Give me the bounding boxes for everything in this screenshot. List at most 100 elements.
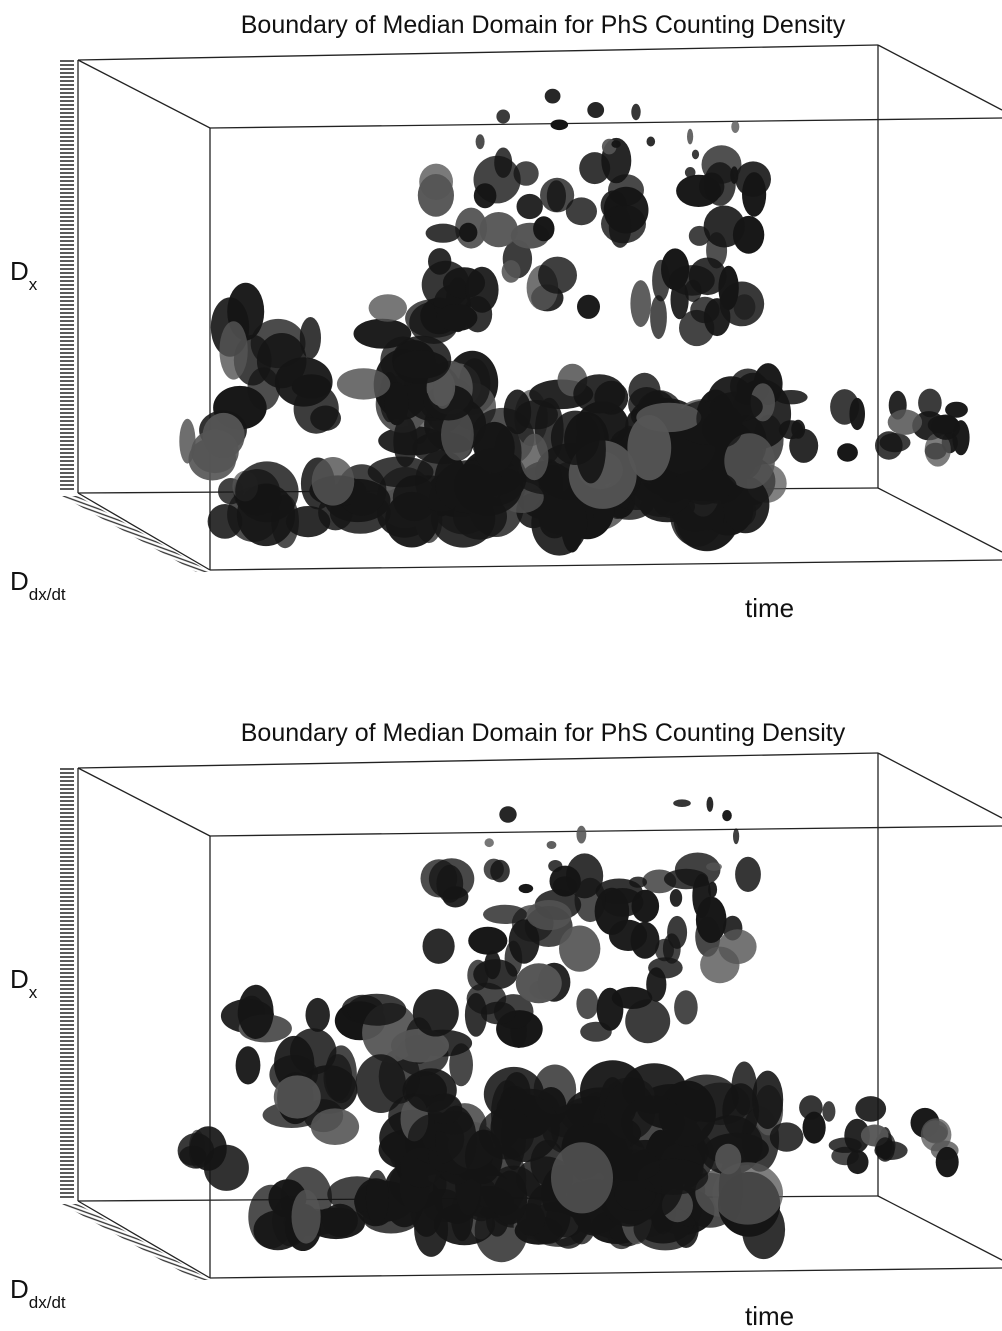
isosurface-blob: [483, 904, 528, 924]
isosurface-blob: [621, 1095, 685, 1150]
isosurface-blob: [355, 1054, 406, 1113]
isosurface-blob: [855, 1096, 887, 1122]
isosurface-blob: [931, 414, 961, 440]
isosurface-blob: [544, 88, 561, 104]
isosurface-blob: [550, 410, 600, 465]
isosurface-blob: [922, 1120, 949, 1144]
isosurface-blob: [715, 1143, 742, 1175]
panel: Boundary of Median Domain for PhS Counti…: [10, 11, 1002, 623]
isosurface-blob: [646, 136, 656, 147]
isosurface-blob: [474, 421, 515, 474]
isosurface-blob: [526, 900, 572, 931]
isosurface-blob: [724, 433, 775, 489]
isosurface-blob: [577, 294, 600, 319]
isosurface-blob: [499, 806, 517, 823]
isosurface-blob: [475, 134, 485, 150]
isosurface-blob: [464, 993, 488, 1037]
isosurface-blob: [496, 109, 511, 124]
isosurface-blob: [696, 400, 726, 437]
isosurface-blob: [735, 856, 761, 892]
label-main: D: [10, 1274, 29, 1304]
isosurface-blob: [428, 1093, 463, 1124]
isosurface-blob: [752, 1070, 784, 1129]
isosurface-blob: [879, 433, 911, 453]
isosurface-blob: [722, 810, 732, 822]
isosurface-blob: [299, 317, 321, 359]
isosurface-blob: [273, 1075, 321, 1119]
isosurface-blob: [235, 1046, 261, 1085]
box-edge: [877, 752, 1002, 819]
isosurface-blob: [473, 183, 497, 209]
isosurface-blob: [202, 412, 245, 459]
isosurface-blob: [336, 368, 391, 400]
box-edge: [77, 752, 879, 769]
isosurface-blob: [887, 409, 923, 435]
box-edge: [77, 1200, 211, 1279]
isosurface-blob: [484, 838, 494, 848]
label-sub: x: [29, 275, 38, 294]
horizontal-axis-label: time: [745, 593, 794, 623]
vertical-axis-label: Dx: [10, 256, 38, 294]
isosurface-blob: [367, 456, 434, 488]
isosurface-blob: [875, 1137, 895, 1162]
isosurface-blob: [465, 266, 499, 313]
isosurface-blob: [385, 491, 439, 548]
isosurface-blob: [849, 397, 865, 431]
label-sub: x: [29, 983, 38, 1002]
isosurface-blob: [518, 883, 534, 894]
label-sub: dx/dt: [29, 1293, 66, 1312]
isosurface-blob: [449, 1043, 473, 1087]
panel: Boundary of Median Domain for PhS Counti…: [10, 719, 1002, 1331]
isosurface-blob: [365, 1170, 389, 1226]
isosurface-blob: [414, 1201, 449, 1257]
isosurface-blob: [310, 1108, 360, 1145]
box-edge: [209, 117, 1002, 129]
isosurface-blob: [630, 280, 651, 328]
axis-hatch: [62, 1204, 210, 1280]
isosurface-blob: [468, 926, 508, 955]
isosurface-blob: [608, 919, 648, 951]
isosurface-blob: [238, 984, 274, 1039]
box-edge: [209, 559, 1002, 571]
isosurface-blob: [627, 415, 672, 481]
isosurface-blob: [322, 1203, 358, 1238]
box-edge: [77, 492, 211, 571]
isosurface-blob: [436, 304, 478, 332]
label-main: D: [10, 566, 29, 596]
isosurface-blob: [551, 1142, 613, 1214]
isosurface-blob: [669, 889, 683, 907]
vertical-axis-label: Dx: [10, 964, 38, 1002]
isosurface-blob: [559, 925, 601, 972]
axis-hatch: [62, 496, 210, 572]
isosurface-blob: [436, 864, 464, 903]
isosurface-blob: [515, 400, 558, 430]
isosurface-blob: [580, 1021, 612, 1042]
box-edge: [209, 825, 1002, 837]
isosurface-blob: [828, 1137, 862, 1153]
isosurface-blob: [674, 852, 721, 887]
isosurface-blob: [576, 825, 587, 844]
isosurface-blob: [629, 876, 647, 888]
isosurface-blob: [706, 796, 714, 812]
isosurface-blob: [323, 1054, 353, 1102]
label-sub: dx/dt: [29, 585, 66, 604]
isosurface-blob: [425, 223, 461, 243]
isosurface-blob: [235, 461, 299, 523]
box-edge: [877, 44, 1002, 111]
isosurface-blob: [422, 928, 455, 964]
isosurface-blob: [550, 119, 569, 131]
isosurface-blob: [670, 469, 737, 501]
isosurface-blob: [691, 149, 700, 160]
isosurface-blob: [515, 963, 562, 1004]
horizontal-axis-label: time: [745, 1301, 794, 1331]
isosurface-blob: [631, 103, 641, 121]
isosurface-blob: [501, 260, 521, 283]
isosurface-blob: [637, 1158, 709, 1195]
isosurface-blob: [538, 256, 577, 294]
isosurface-blob: [802, 1111, 826, 1144]
isosurface-blob: [393, 350, 449, 379]
isosurface-blob: [533, 1064, 577, 1115]
isosurface-blob: [504, 940, 523, 977]
